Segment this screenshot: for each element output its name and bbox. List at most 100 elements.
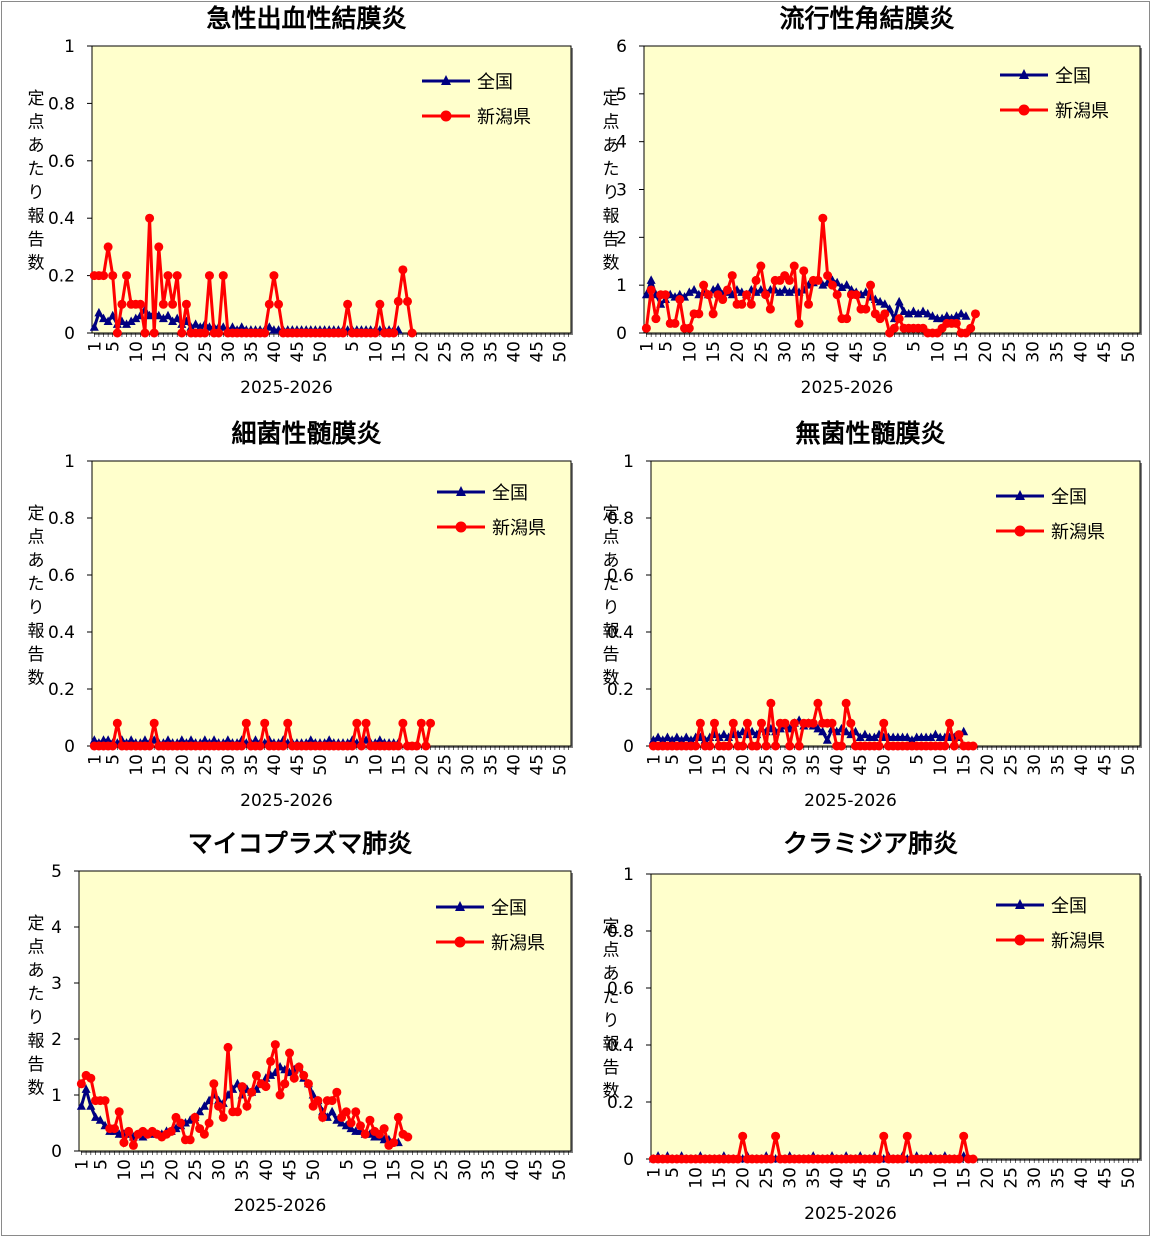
y-tick-label: 0: [623, 1150, 634, 1170]
y-tick-label: 4: [616, 133, 627, 153]
data-point-prefecture: [894, 314, 904, 324]
data-point-national: [122, 319, 132, 328]
x-tick-label: 45: [527, 754, 547, 776]
data-point-prefecture: [954, 730, 964, 740]
data-point-prefecture: [360, 1129, 370, 1139]
x-tick-label: 50: [1119, 754, 1139, 776]
data-point-prefecture: [851, 290, 861, 300]
data-point-prefecture: [190, 1112, 200, 1122]
legend-label: 新潟県: [1051, 931, 1105, 952]
data-point-prefecture: [218, 271, 228, 281]
data-point-prefecture: [299, 1070, 309, 1080]
data-point-national: [195, 322, 205, 331]
x-tick-label: 20: [412, 754, 432, 776]
data-point-prefecture: [818, 213, 828, 223]
data-point-prefecture: [898, 1154, 908, 1164]
x-tick-label: 45: [1095, 341, 1115, 363]
data-point-prefecture: [709, 718, 719, 728]
legend-marker-circle: [1014, 934, 1026, 946]
data-point-prefecture: [789, 718, 799, 728]
x-tick-label: 20: [978, 754, 998, 776]
data-point-prefecture: [247, 1087, 257, 1097]
data-point-national: [818, 726, 828, 736]
data-point-national: [818, 280, 828, 289]
x-tick-label: 20: [173, 341, 193, 363]
data-point-national: [641, 289, 651, 299]
y-tick-label: 0.8: [48, 509, 75, 529]
y-tick-label: 3: [51, 974, 62, 994]
chart-title: 無菌性髄膜炎: [795, 419, 945, 448]
data-point-prefecture: [766, 1154, 776, 1164]
x-tick-label: 20: [728, 341, 748, 363]
x-tick-label: 45: [281, 1159, 301, 1181]
data-point-national: [91, 1112, 101, 1121]
x-tick-label: 10: [687, 1167, 707, 1189]
legend-label: 新潟県: [492, 518, 546, 539]
x-tick-label: 10: [127, 754, 147, 776]
data-point-prefecture: [836, 741, 846, 751]
data-point-prefecture: [158, 299, 168, 309]
data-point-national: [200, 735, 210, 744]
data-point-prefecture: [149, 718, 159, 728]
data-point-prefecture: [352, 718, 362, 728]
data-point-national: [223, 735, 233, 744]
data-point-prefecture: [403, 1132, 413, 1142]
x-tick-label: 50: [311, 341, 331, 363]
legend-marker-triangle: [456, 486, 466, 496]
data-point-prefecture: [237, 741, 247, 751]
data-point-national: [337, 1118, 347, 1127]
x-tick-label: 50: [871, 341, 891, 363]
data-point-national: [855, 732, 865, 741]
data-point-prefecture: [761, 741, 771, 751]
x-tick-label: 15: [955, 754, 975, 776]
data-point-prefecture: [766, 698, 776, 708]
x-tick-label: 30: [456, 1159, 476, 1181]
data-point-prefecture: [177, 328, 187, 338]
data-point-prefecture: [112, 718, 122, 728]
x-tick-label: 15: [389, 341, 409, 363]
data-point-national: [713, 282, 723, 292]
data-point-prefecture: [108, 741, 118, 751]
data-point-national: [899, 306, 909, 315]
plot-area: [643, 45, 1141, 334]
data-point-prefecture: [145, 213, 155, 223]
data-point-prefecture: [705, 741, 715, 751]
data-point-national: [894, 296, 904, 306]
data-point-prefecture: [940, 741, 950, 751]
data-point-prefecture: [108, 271, 118, 281]
data-point-prefecture: [959, 1131, 969, 1141]
data-point-prefecture: [393, 1112, 403, 1122]
data-point-national: [667, 735, 677, 744]
y-tick-label: 1: [623, 452, 634, 472]
data-point-prefecture: [166, 1126, 176, 1136]
data-point-prefecture: [738, 741, 748, 751]
x-tick-label: 10: [680, 341, 700, 363]
data-point-prefecture: [343, 299, 353, 309]
data-point-prefecture: [416, 718, 426, 728]
x-tick-label: 10: [361, 1159, 381, 1181]
x-tick-label: 35: [804, 754, 824, 776]
data-point-national: [218, 322, 228, 331]
y-tick-label: 0.8: [607, 922, 634, 942]
y-axis-label: 定点あたり報告数: [28, 504, 45, 689]
data-point-prefecture: [751, 275, 761, 285]
data-point-national: [942, 311, 952, 320]
data-point-prefecture: [327, 1096, 337, 1106]
x-tick-label: 50: [1119, 1167, 1139, 1189]
x-tick-label: 35: [804, 1167, 824, 1189]
x-axis-label: 2025-2026: [240, 791, 333, 811]
data-point-prefecture: [789, 261, 799, 271]
data-point-prefecture: [285, 1048, 295, 1058]
x-tick-label: 30: [458, 754, 478, 776]
data-point-prefecture: [128, 1140, 138, 1150]
x-tick-label: 40: [1072, 1167, 1092, 1189]
data-point-prefecture: [361, 718, 371, 728]
legend-marker-triangle: [1019, 69, 1029, 79]
x-tick-label: 45: [851, 754, 871, 776]
plot-area: [91, 45, 572, 334]
y-axis-label: 定点あたり報告数: [603, 89, 620, 274]
y-tick-label: 0.2: [48, 267, 75, 287]
data-point-prefecture: [149, 328, 159, 338]
